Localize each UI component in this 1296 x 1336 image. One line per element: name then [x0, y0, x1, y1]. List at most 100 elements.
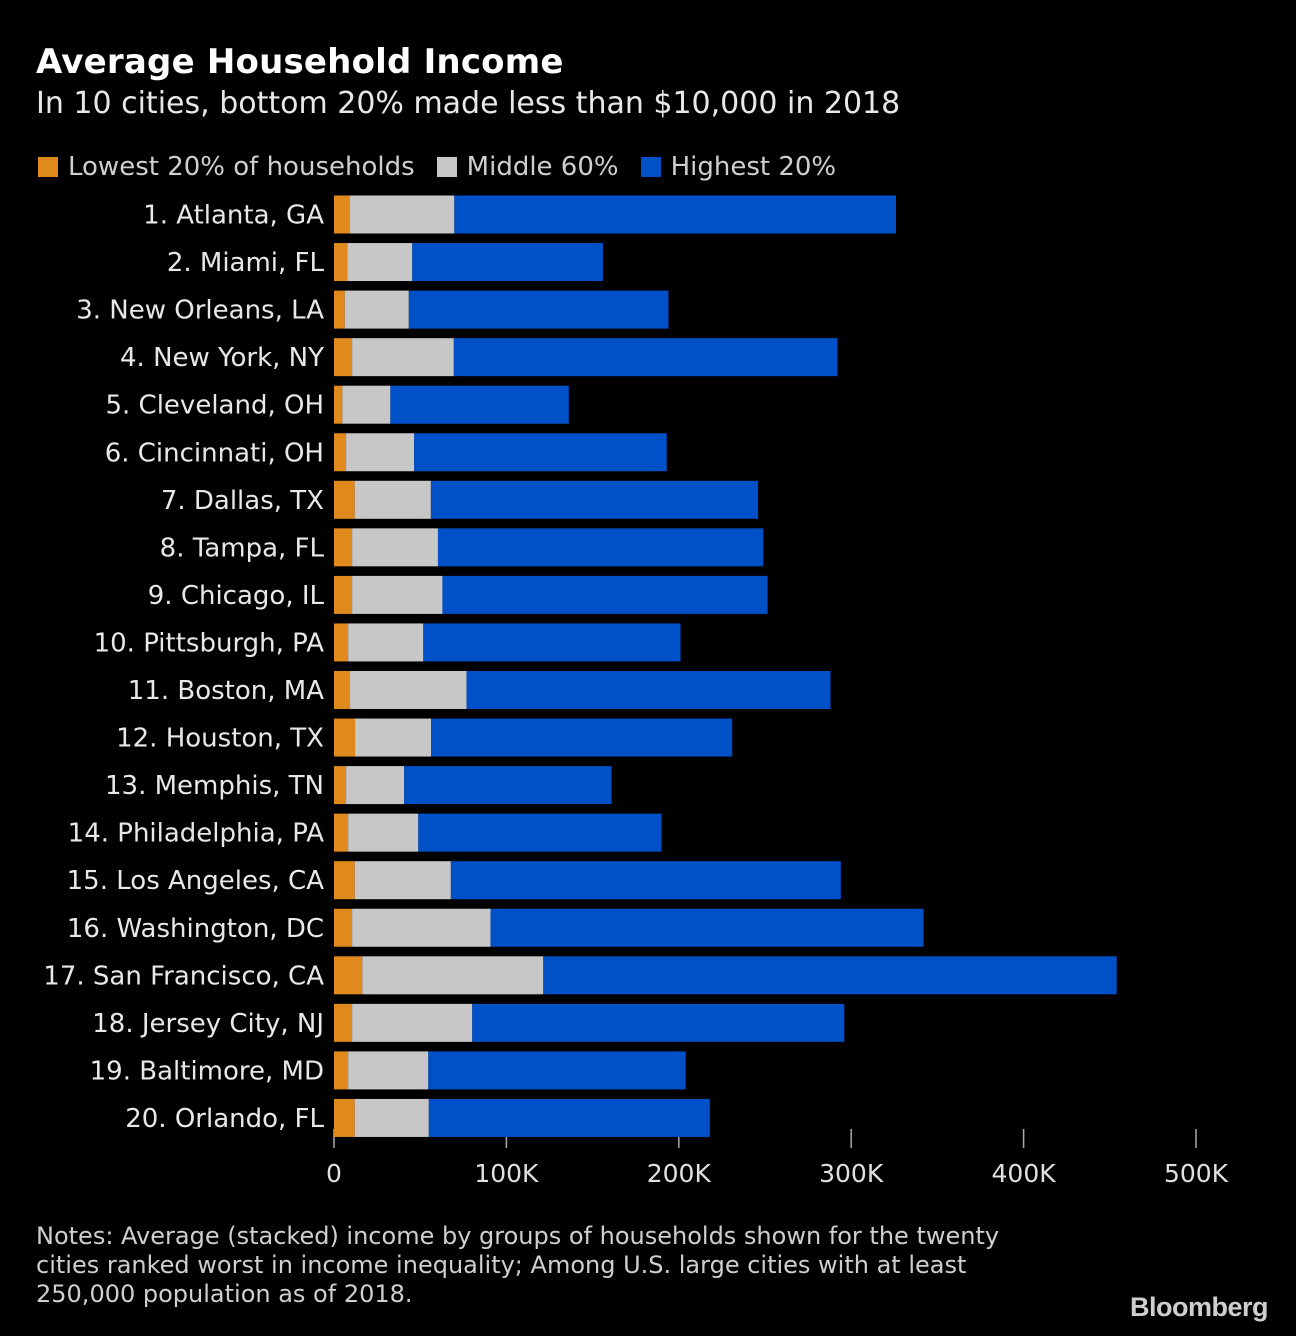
bar-segment [354, 1098, 429, 1137]
stacked-bar-chart: 0 100K 200K 300K 400K 500K 1. Atlanta, GA 2. Mi… [43, 195, 1229, 1188]
legend-item-lowest: Lowest 20% of households [38, 152, 415, 182]
bar-segment [354, 861, 451, 900]
bar-segment [344, 290, 409, 329]
chart-title: Average Household Income [36, 42, 564, 82]
bar-segment [355, 718, 432, 757]
category-label: 11. Boston, MA [128, 676, 324, 706]
bar-segment [334, 480, 355, 519]
bar-segment [490, 908, 924, 947]
bar-segment [543, 956, 1117, 995]
bar-segment [346, 433, 415, 472]
bar-segment [334, 575, 353, 614]
bar-segment [412, 243, 603, 282]
bar-segment [334, 433, 347, 472]
bar-segment [348, 813, 419, 852]
bar-segment [350, 195, 455, 234]
bar-segment [334, 195, 351, 234]
category-label: 18. Jersey City, NJ [92, 1009, 324, 1039]
bar-segment [352, 1003, 473, 1042]
bar-segment [334, 766, 347, 805]
bar-segment [347, 243, 413, 282]
chart-notes: Notes: Average (stacked) income by group… [36, 1222, 1000, 1308]
bar-segment [404, 766, 612, 805]
category-label: 4. New York, NY [120, 343, 324, 373]
bar-segment [334, 1003, 353, 1042]
category-label: 14. Philadelphia, PA [68, 819, 325, 849]
bar-segment [418, 813, 662, 852]
category-label: 6. Cincinnati, OH [105, 438, 324, 468]
bar-segment [334, 1051, 349, 1090]
bar-segment [334, 290, 345, 329]
category-label: 5. Cleveland, OH [105, 391, 324, 421]
bar-segment [342, 385, 391, 424]
bar-segment [428, 1051, 686, 1090]
legend-swatch-lowest [38, 157, 58, 177]
bar-segment [334, 243, 348, 282]
category-label: 20. Orlando, FL [125, 1104, 324, 1134]
bar-segment [423, 623, 681, 662]
category-label: 1. Atlanta, GA [143, 201, 324, 231]
bar-segment [466, 671, 831, 709]
category-label: 2. Miami, FL [167, 248, 325, 278]
category-label: 15. Los Angeles, CA [67, 866, 325, 896]
bar-segment [442, 575, 768, 614]
category-label: 3. New Orleans, LA [76, 296, 324, 326]
bar-segment [334, 338, 353, 377]
bloomberg-logo: Bloomberg [1129, 1292, 1269, 1322]
category-label: 13. Memphis, TN [105, 771, 324, 801]
bar-segment [334, 385, 343, 424]
bar-segment [437, 528, 764, 567]
bar-segment [354, 480, 431, 519]
bar-segment [430, 480, 759, 519]
category-label: 17. San Francisco, CA [43, 961, 324, 991]
bar-segment [334, 623, 349, 662]
bar-segment [428, 1098, 710, 1137]
bar-segment [334, 671, 351, 709]
bar-segment [352, 575, 443, 614]
legend-label-middle: Middle 60% [466, 152, 619, 182]
category-label: 10. Pittsburgh, PA [94, 628, 325, 658]
legend-item-middle: Middle 60% [436, 152, 619, 182]
x-tick-label: 100K [474, 1159, 539, 1188]
bar-segment [334, 813, 349, 852]
x-tick-label: 200K [647, 1159, 712, 1188]
bar-segment [431, 718, 733, 757]
category-label: 19. Baltimore, MD [90, 1056, 324, 1086]
bar-segment [352, 908, 491, 947]
bar-segment [334, 718, 356, 757]
legend-label-lowest: Lowest 20% of households [68, 152, 415, 182]
category-label: 16. Washington, DC [67, 914, 324, 944]
bar-segment [408, 290, 669, 329]
bar-segment [346, 766, 405, 805]
x-tick-label: 400K [992, 1159, 1057, 1188]
legend-swatch-middle [436, 157, 457, 177]
legend-label-highest: Highest 20% [670, 152, 837, 182]
bar-segment [472, 1003, 845, 1042]
bar-segment [334, 908, 353, 947]
category-label: 8. Tampa, FL [160, 533, 325, 563]
legend: Lowest 20% of households Middle 60% High… [38, 152, 858, 182]
bar-segment [334, 1098, 355, 1137]
legend-item-highest: Highest 20% [640, 152, 837, 182]
bar-segment [414, 433, 667, 472]
bar-segment [454, 195, 897, 234]
category-label: 7. Dallas, TX [161, 486, 324, 516]
category-label: 9. Chicago, IL [148, 581, 325, 611]
bar-segment [334, 528, 353, 567]
x-tick-label: 0 [326, 1159, 342, 1188]
bar-segment [348, 1051, 429, 1090]
bar-segment [390, 385, 569, 424]
bar-segment [450, 861, 841, 900]
x-tick-label: 300K [819, 1159, 884, 1188]
bar-segment [350, 671, 467, 709]
category-label: 12. Houston, TX [116, 724, 324, 754]
x-tick-label: 500K [1164, 1159, 1229, 1188]
bar-segment [348, 623, 424, 662]
bar-segment [352, 338, 454, 377]
chart-subtitle: In 10 cities, bottom 20% made less than … [36, 86, 901, 121]
bar-segment [352, 528, 438, 567]
bar-segment [453, 338, 838, 377]
bar-segment [362, 956, 544, 995]
legend-swatch-highest [640, 157, 661, 177]
bar-segment [334, 861, 355, 900]
